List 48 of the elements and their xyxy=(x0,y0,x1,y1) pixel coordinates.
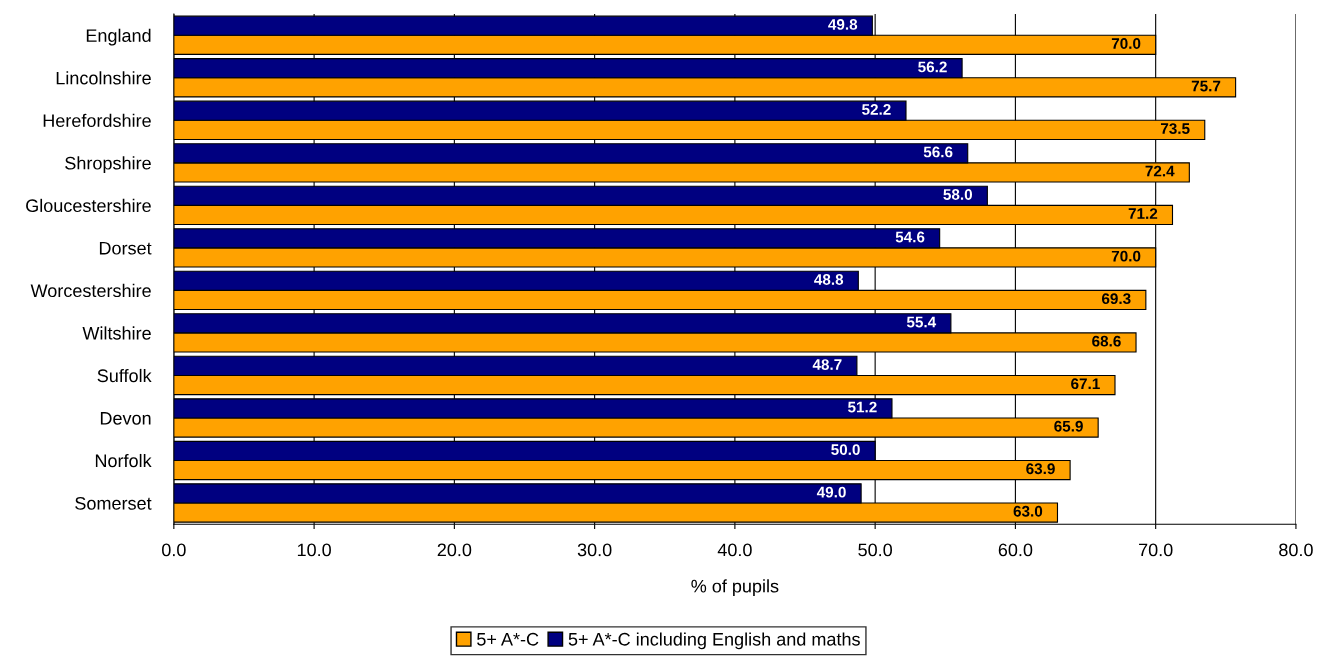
y-tick-label: Wiltshire xyxy=(82,326,151,340)
data-label: 73.5 xyxy=(1160,123,1190,134)
data-label: 51.2 xyxy=(848,401,877,413)
x-axis-title: % of pupils xyxy=(691,579,779,597)
data-label: 49.0 xyxy=(816,486,846,498)
data-label: 56.6 xyxy=(923,146,953,158)
y-tick-label: Herefordshire xyxy=(43,113,151,128)
data-label: 54.6 xyxy=(895,231,925,243)
data-label: 70.0 xyxy=(1111,250,1141,262)
data-label: 63.9 xyxy=(1026,463,1055,475)
data-label: 55.4 xyxy=(906,316,937,328)
data-label: 71.2 xyxy=(1128,208,1158,219)
x-tick-label: 10.0 xyxy=(297,543,331,557)
x-tick-label: 0.0 xyxy=(162,543,186,557)
data-label: 48.7 xyxy=(812,359,842,370)
data-label: 52.2 xyxy=(862,104,891,115)
x-tick-label: 50.0 xyxy=(858,543,893,557)
y-tick-label: Worcestershire xyxy=(30,283,151,298)
x-tick-label: 70.0 xyxy=(1139,543,1173,557)
data-label: 70.0 xyxy=(1111,38,1141,49)
y-tick-label: Norfolk xyxy=(95,453,152,468)
data-label: 68.6 xyxy=(1092,335,1121,347)
data-label: 65.9 xyxy=(1054,420,1083,432)
data-label: 72.4 xyxy=(1145,165,1175,177)
x-tick-label: 30.0 xyxy=(577,543,612,557)
data-label: 75.7 xyxy=(1191,80,1221,92)
x-tick-label: 40.0 xyxy=(717,543,752,557)
y-tick-label: Shropshire xyxy=(65,156,151,174)
legend-label: 5+ A*-C including English and maths xyxy=(568,632,860,650)
data-label: 50.0 xyxy=(831,444,860,456)
x-tick-label: 80.0 xyxy=(1279,543,1313,557)
y-tick-label: Lincolnshire xyxy=(56,71,151,85)
y-tick-label: Gloucestershire xyxy=(26,198,151,213)
legend-label: 5+ A*-C xyxy=(477,632,539,646)
x-tick-label: 60.0 xyxy=(998,543,1033,557)
y-tick-label: Devon xyxy=(100,412,151,425)
data-label: 56.2 xyxy=(918,61,947,73)
y-tick-label: Suffolk xyxy=(97,368,152,383)
data-label: 63.0 xyxy=(1013,505,1043,517)
data-label: 67.1 xyxy=(1071,378,1100,390)
x-tick-label: 20.0 xyxy=(437,543,472,557)
data-label: 48.8 xyxy=(814,274,844,285)
y-tick-label: Dorset xyxy=(99,241,152,255)
y-tick-label: England xyxy=(86,28,151,46)
y-tick-label: Somerset xyxy=(75,496,152,510)
data-label: 58.0 xyxy=(943,189,973,200)
data-label: 49.8 xyxy=(828,18,858,30)
data-label: 69.3 xyxy=(1101,293,1131,305)
